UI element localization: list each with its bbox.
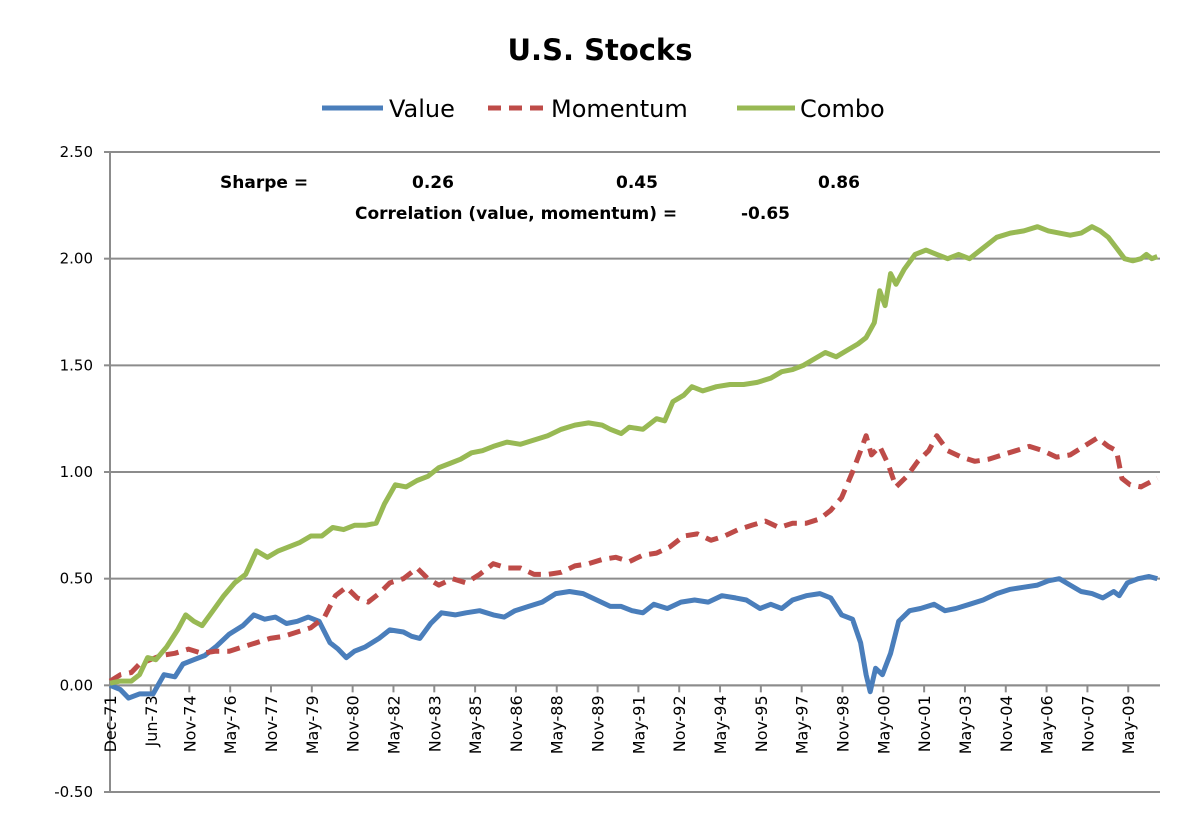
y-tick-label: 1.50 [60, 356, 93, 374]
x-tick-label-nov-86: Nov-86 [507, 695, 526, 752]
y-tick-label: 1.00 [60, 463, 93, 481]
series-line-momentum [108, 433, 1159, 684]
x-tick-label-may-79: May-79 [303, 695, 322, 754]
y-tick-label: 0.00 [60, 676, 93, 694]
annotations: Sharpe = 0.26 0.45 0.86 Correlation (val… [220, 173, 860, 224]
series-line-value [109, 574, 1158, 701]
series-group [108, 224, 1159, 701]
correlation-value: -0.65 [741, 204, 790, 224]
x-tick-label-nov-01: Nov-01 [915, 695, 934, 752]
x-tick-label-may-00: May-00 [874, 695, 893, 754]
x-tick-label-nov-74: Nov-74 [180, 695, 199, 752]
chart-title: U.S. Stocks [508, 33, 693, 67]
x-tick-label-may-97: May-97 [793, 695, 812, 754]
sharpe-value-value: 0.26 [412, 173, 454, 193]
x-tick-label-may-88: May-88 [548, 695, 567, 754]
y-tick-label: 0.50 [60, 570, 93, 588]
legend: Value Momentum Combo [322, 95, 885, 123]
y-tick-label: 2.50 [60, 143, 93, 161]
x-tick-label-may-76: May-76 [221, 695, 240, 754]
x-tick-label-may-03: May-03 [956, 695, 975, 754]
x-tick-label-nov-95: Nov-95 [752, 695, 771, 752]
x-tick-label-nov-04: Nov-04 [997, 695, 1016, 752]
legend-label-combo: Combo [800, 95, 885, 123]
x-tick-label-may-06: May-06 [1038, 695, 1057, 754]
legend-label-momentum: Momentum [551, 95, 688, 123]
x-tick-label-may-94: May-94 [711, 695, 730, 754]
y-tick-label: -0.50 [54, 783, 93, 801]
correlation-label: Correlation (value, momentum) = [355, 204, 677, 224]
x-tick-label-may-85: May-85 [466, 695, 485, 754]
y-tick-label: 2.00 [60, 250, 93, 268]
sharpe-value-combo: 0.86 [818, 173, 860, 193]
x-tick-label-nov-89: Nov-89 [589, 695, 608, 752]
legend-label-value: Value [389, 95, 455, 123]
x-tick-label-may-09: May-09 [1119, 695, 1138, 754]
sharpe-label: Sharpe = [220, 173, 308, 193]
x-tick-label-nov-07: Nov-07 [1078, 695, 1097, 752]
x-tick-label-nov-80: Nov-80 [344, 695, 363, 752]
x-tick-label-nov-98: Nov-98 [833, 695, 852, 752]
x-tick-label-may-82: May-82 [384, 695, 403, 754]
x-tick-label-jun-73: Jun-73 [142, 695, 161, 747]
x-tick-label-nov-77: Nov-77 [262, 695, 281, 752]
x-axis: Dec-71 Jun-73 Nov-74 May-76 Nov-77 May-79 Nov-… [101, 684, 1160, 754]
x-tick-label-dec-71: Dec-71 [101, 695, 120, 752]
series-line-combo [109, 224, 1159, 686]
x-tick-label-nov-83: Nov-83 [425, 695, 444, 752]
x-tick-label-may-91: May-91 [629, 695, 648, 754]
x-tick-label-nov-92: Nov-92 [670, 695, 689, 752]
sharpe-value-momentum: 0.45 [616, 173, 658, 193]
